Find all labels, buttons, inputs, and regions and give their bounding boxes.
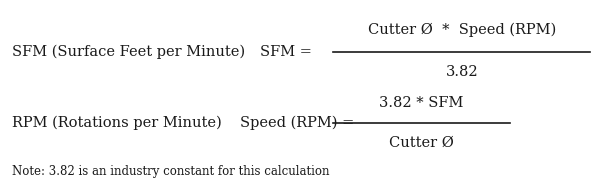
Text: SFM (Surface Feet per Minute): SFM (Surface Feet per Minute) <box>12 45 245 59</box>
Text: 3.82: 3.82 <box>446 65 478 79</box>
Text: Speed (RPM) =: Speed (RPM) = <box>240 116 354 130</box>
Text: Note: 3.82 is an industry constant for this calculation: Note: 3.82 is an industry constant for t… <box>12 165 329 178</box>
Text: Cutter Ø  *  Speed (RPM): Cutter Ø * Speed (RPM) <box>368 23 556 37</box>
Text: 3.82 * SFM: 3.82 * SFM <box>379 96 463 110</box>
Text: Cutter Ø: Cutter Ø <box>389 136 454 150</box>
Text: RPM (Rotations per Minute): RPM (Rotations per Minute) <box>12 116 222 130</box>
Text: SFM =: SFM = <box>260 45 312 59</box>
